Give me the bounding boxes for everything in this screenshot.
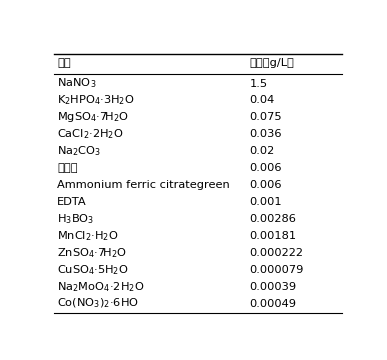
Text: 0.02: 0.02: [249, 146, 274, 156]
Text: 1.5: 1.5: [249, 78, 267, 89]
Text: Ammonium ferric citrategreen: Ammonium ferric citrategreen: [57, 180, 230, 190]
Text: NaNO$_3$: NaNO$_3$: [57, 77, 97, 90]
Text: MgSO$_4$·7H$_2$O: MgSO$_4$·7H$_2$O: [57, 111, 129, 125]
Text: Na$_2$MoO$_4$·2H$_2$O: Na$_2$MoO$_4$·2H$_2$O: [57, 280, 145, 294]
Text: Na$_2$CO$_3$: Na$_2$CO$_3$: [57, 144, 102, 158]
Text: 0.000079: 0.000079: [249, 265, 304, 275]
Text: 0.00049: 0.00049: [249, 298, 296, 309]
Text: K$_2$HPO$_4$·3H$_2$O: K$_2$HPO$_4$·3H$_2$O: [57, 94, 135, 107]
Text: MnCl$_2$·H$_2$O: MnCl$_2$·H$_2$O: [57, 229, 119, 243]
Text: ZnSO$_4$·7H$_2$O: ZnSO$_4$·7H$_2$O: [57, 246, 127, 260]
Text: 0.001: 0.001: [249, 197, 282, 207]
Text: Co(NO$_3$)$_2$·6HO: Co(NO$_3$)$_2$·6HO: [57, 297, 139, 310]
Text: 0.006: 0.006: [249, 180, 282, 190]
Text: EDTA: EDTA: [57, 197, 87, 207]
Text: 0.075: 0.075: [249, 112, 282, 122]
Text: 0.006: 0.006: [249, 163, 282, 173]
Text: 0.036: 0.036: [249, 129, 282, 139]
Text: 0.00039: 0.00039: [249, 282, 296, 292]
Text: H$_3$BO$_3$: H$_3$BO$_3$: [57, 212, 95, 226]
Text: 0.00286: 0.00286: [249, 214, 296, 224]
Text: 0.000222: 0.000222: [249, 248, 303, 258]
Text: 柠樺酸: 柠樺酸: [57, 163, 78, 173]
Text: 浓度（g/L）: 浓度（g/L）: [249, 58, 294, 68]
Text: 药品: 药品: [57, 58, 71, 68]
Text: 0.04: 0.04: [249, 95, 274, 105]
Text: 0.00181: 0.00181: [249, 231, 296, 241]
Text: CuSO$_4$·5H$_2$O: CuSO$_4$·5H$_2$O: [57, 263, 129, 277]
Text: CaCl$_2$·2H$_2$O: CaCl$_2$·2H$_2$O: [57, 127, 124, 141]
